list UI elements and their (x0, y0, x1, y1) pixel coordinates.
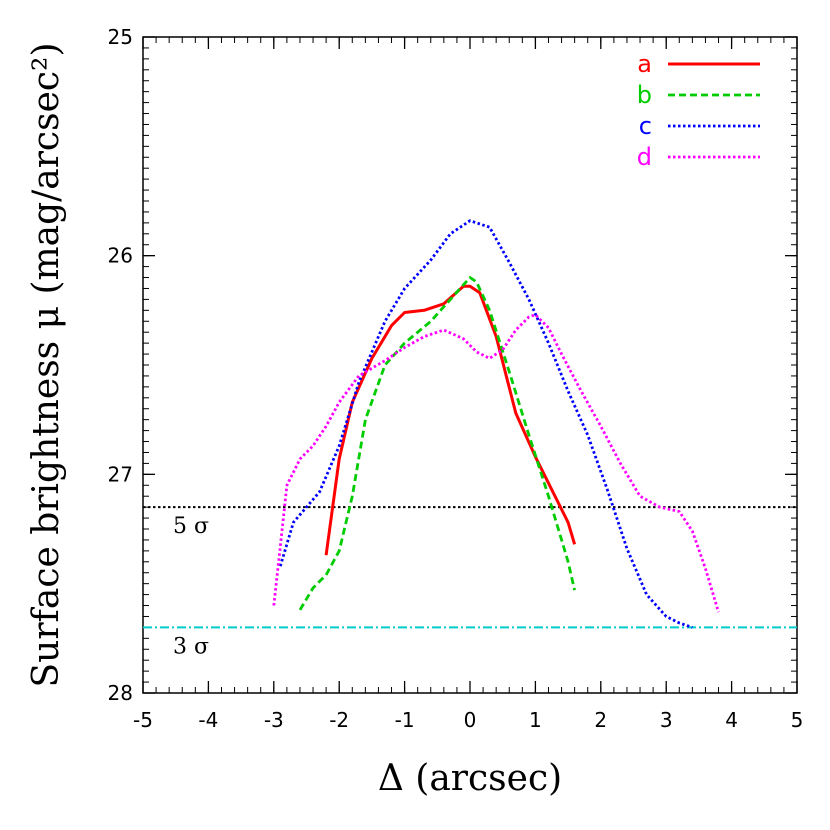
series-line-b (298, 276, 576, 611)
y-axis-title: Surface brightness μ (mag/arcsec²) (26, 42, 67, 687)
x-tick-label: 0 (464, 708, 477, 732)
reference-lines: 5 σ 3 σ (143, 506, 797, 659)
series-line-d (272, 313, 720, 613)
x-tick-label: 3 (660, 708, 673, 732)
legend-label-d: d (637, 143, 652, 171)
x-tick-label: 5 (791, 708, 804, 732)
y-tick-label: 27 (108, 462, 133, 486)
x-tick-label: 2 (594, 708, 607, 732)
y-tick-labels: 25 26 27 28 (108, 25, 133, 705)
y-tick-label: 28 (108, 681, 133, 705)
y-tick-label: 26 (108, 244, 133, 268)
x-tick-label: -5 (133, 708, 153, 732)
x-axis-title: Δ (arcsec) (378, 758, 562, 799)
legend-label-b: b (637, 81, 652, 109)
x-tick-labels: -5 -4 -3 -2 -1 0 1 2 3 4 5 (133, 708, 803, 732)
major-ticks (142, 36, 798, 694)
x-tick-label: -2 (329, 708, 349, 732)
legend-label-a: a (637, 50, 652, 78)
x-tick-label: 1 (529, 708, 542, 732)
x-tick-label: -3 (264, 708, 284, 732)
x-tick-label: -4 (198, 708, 218, 732)
x-tick-label: -1 (395, 708, 415, 732)
plot-area (142, 36, 798, 694)
x-tick-label: 4 (725, 708, 738, 732)
reference-line-label: 5 σ (173, 514, 209, 539)
series-lines (272, 219, 720, 629)
legend-label-c: c (639, 112, 652, 140)
y-tick-label: 25 (108, 25, 133, 49)
reference-line-label: 3 σ (173, 634, 209, 659)
minor-ticks (142, 36, 798, 694)
